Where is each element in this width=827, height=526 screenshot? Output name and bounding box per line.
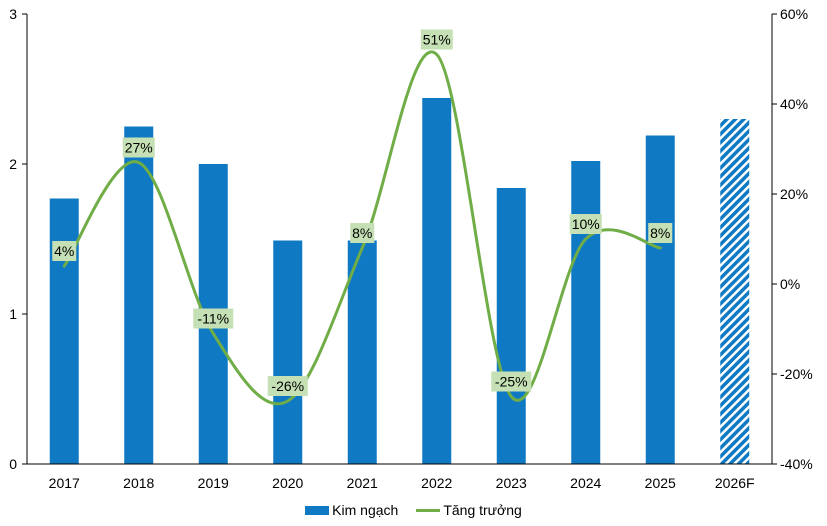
growth-data-label: 4% [54, 243, 74, 259]
right-tick-label: -40% [780, 456, 813, 472]
x-tick-label: 2018 [123, 475, 154, 491]
x-tick-label: 2024 [570, 475, 601, 491]
growth-data-label: 8% [650, 225, 670, 241]
left-tick-label: 2 [9, 156, 17, 172]
left-tick-label: 0 [9, 456, 17, 472]
right-tick-label: 20% [780, 186, 808, 202]
growth-label-bg [122, 137, 155, 158]
left-tick-label: 1 [9, 306, 17, 322]
legend-label: Kim ngạch [332, 502, 399, 518]
growth-label-bg [193, 308, 234, 329]
x-tick-label: 2019 [198, 475, 229, 491]
bar-2025 [645, 135, 675, 464]
x-tick-label: 2021 [347, 475, 378, 491]
x-tick-label: 2017 [49, 475, 80, 491]
growth-label-bg [420, 29, 453, 50]
growth-data-label: -25% [495, 374, 528, 390]
right-tick-label: 40% [780, 96, 808, 112]
growth-label-bg [648, 223, 673, 243]
left-tick-label: 3 [9, 6, 17, 22]
bar-2023 [496, 188, 526, 464]
bar-2022 [422, 98, 452, 464]
growth-data-label: 8% [352, 225, 372, 241]
growth-label-bg [569, 214, 602, 234]
legend-label: Tăng trưởng [443, 502, 522, 518]
growth-label-bg [52, 241, 77, 261]
chart-svg: 0 1 2 3 -40% -20% 0% 20% 40% 60% 2017 2018 2019 2020 2… [9, 6, 813, 491]
right-tick-label: -20% [780, 366, 813, 382]
growth-data-label: 51% [423, 32, 451, 48]
growth-data-label: 27% [125, 140, 153, 156]
legend-item-tang-truong: Tăng trưởng [416, 502, 522, 518]
legend: Kim ngạch Tăng trưởng [0, 502, 827, 518]
bar-2017 [49, 198, 79, 464]
right-tick-label: 0% [780, 276, 800, 292]
x-tick-label: 2022 [421, 475, 452, 491]
growth-label-bg [491, 371, 532, 392]
growth-data-label: -11% [197, 311, 229, 327]
legend-line-swatch [416, 508, 441, 512]
growth-line [62, 50, 662, 406]
bar-2018 [124, 126, 154, 464]
bar-2020 [273, 240, 303, 464]
bar-2026F [720, 119, 750, 464]
x-tick-label: 2023 [496, 475, 527, 491]
right-tick-label: 60% [780, 6, 808, 22]
bar-2021 [347, 240, 377, 464]
x-tick-label: 2025 [645, 475, 676, 491]
x-tick-label: 2020 [272, 475, 303, 491]
growth-label-bg [350, 223, 375, 243]
growth-data-label: -26% [271, 378, 304, 394]
x-tick-label: 2026F [715, 475, 755, 491]
legend-bar-swatch [305, 505, 330, 515]
bar-2024 [571, 161, 601, 464]
legend-item-kim-ngach: Kim ngạch [305, 502, 398, 518]
growth-label-bg [267, 376, 308, 396]
growth-data-label: 10% [572, 216, 600, 232]
